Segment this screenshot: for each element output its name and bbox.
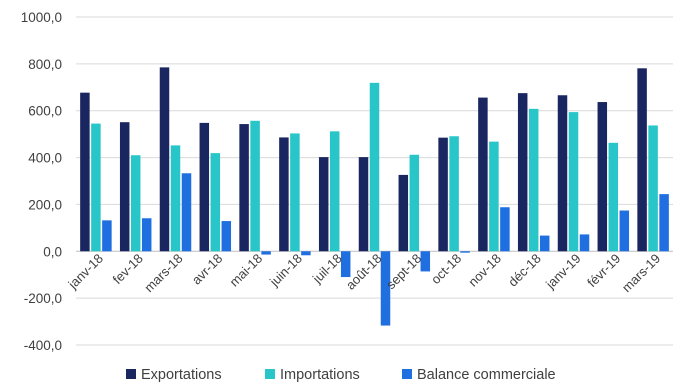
bar-balance-commerciale: [141, 218, 152, 252]
y-tick-label: 800,0: [28, 57, 62, 72]
x-tick-label: oct-18: [428, 251, 464, 287]
y-tick-label: 600,0: [28, 104, 62, 119]
bar-balance-commerciale: [221, 221, 232, 252]
bar-importations: [91, 123, 101, 252]
legend-swatch: [265, 369, 275, 379]
bar-exportations: [557, 95, 568, 252]
bar-importations: [608, 142, 619, 252]
bar-importations: [489, 141, 499, 252]
x-tick-label: janv-18: [65, 251, 106, 292]
x-tick-label: mars-19: [619, 251, 663, 295]
bar-balance-commerciale: [102, 220, 112, 252]
bar-exportations: [517, 93, 528, 252]
bar-balance-commerciale: [500, 207, 510, 252]
bar-exportations: [318, 157, 329, 252]
x-tick-label: fev-18: [110, 251, 146, 287]
bar-exportations: [199, 122, 210, 252]
bar-balance-commerciale: [579, 234, 590, 252]
bar-exportations: [438, 137, 448, 252]
bar-exportations: [358, 157, 369, 252]
bar-balance-commerciale: [619, 210, 630, 252]
x-tick-label: mai-18: [227, 251, 266, 290]
bar-balance-commerciale: [539, 235, 550, 252]
legend-swatch: [126, 369, 136, 379]
x-tick-label: avr-18: [189, 251, 226, 288]
bar-balance-commerciale: [659, 194, 669, 252]
bar-balance-commerciale: [380, 251, 391, 326]
bar-importations: [648, 125, 658, 252]
bar-exportations: [119, 122, 130, 252]
bar-importations: [250, 120, 260, 252]
x-tick-label: juin-18: [266, 251, 305, 290]
bar-exportations: [80, 92, 90, 252]
y-tick-label: -200,0: [24, 291, 62, 306]
x-tick-label: mars-18: [141, 251, 185, 295]
bar-importations: [409, 154, 420, 252]
x-tick-label: juil-18: [309, 251, 345, 287]
bar-balance-commerciale: [301, 251, 311, 256]
bar-exportations: [239, 124, 249, 252]
bar-importations: [130, 155, 141, 252]
y-tick-label: 1000,0: [21, 10, 62, 25]
y-axis: -400,0 -200,0 0,0 200,0 400,0 600,0 800,0 1000,…: [21, 10, 62, 353]
y-tick-label: 400,0: [28, 151, 62, 166]
bar-exportations: [159, 67, 170, 252]
x-tick-label: janv-19: [542, 251, 583, 292]
bar-exportations: [597, 102, 608, 252]
bar-exportations: [398, 174, 409, 252]
bar-balance-commerciale: [420, 251, 431, 272]
bar-importations: [449, 136, 459, 252]
bar-importations: [329, 131, 340, 252]
legend-label: Importations: [280, 367, 360, 383]
legend-label: Balance commerciale: [417, 367, 556, 383]
bar-exportations: [478, 97, 488, 252]
bar-exportations: [279, 137, 289, 252]
bar-importations: [170, 145, 181, 252]
bar-balance-commerciale: [181, 173, 192, 252]
bar-exportations: [637, 68, 647, 252]
bar-balance-commerciale: [460, 251, 470, 253]
x-tick-label: déc-18: [505, 251, 544, 290]
bar-balance-commerciale: [340, 251, 351, 278]
y-tick-label: 0,0: [43, 244, 62, 259]
bar-importations: [290, 133, 300, 252]
legend-swatch: [402, 369, 412, 379]
bar-importations: [528, 108, 539, 252]
bar-importations: [568, 112, 579, 252]
x-tick-label: févr-19: [584, 251, 623, 290]
x-tick-label: nov-18: [465, 251, 504, 290]
legend: Exportations Importations Balance commerci…: [126, 367, 556, 383]
bar-balance-commerciale: [261, 251, 271, 255]
y-tick-label: 200,0: [28, 197, 62, 212]
bar-importations: [369, 82, 380, 252]
bars: [80, 67, 669, 326]
y-tick-label: -400,0: [24, 338, 62, 353]
bar-importations: [210, 153, 221, 252]
legend-label: Exportations: [141, 367, 222, 383]
